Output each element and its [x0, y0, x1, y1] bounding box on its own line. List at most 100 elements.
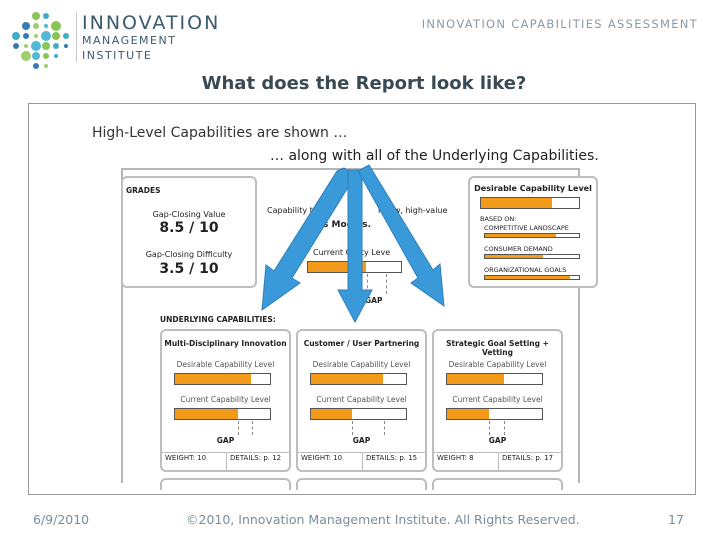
gap-line-right	[386, 274, 387, 294]
card-current-bar	[446, 408, 543, 420]
card-footer-divider	[362, 453, 363, 470]
subtitle-right: … along with all of the Underlying Capab…	[270, 148, 599, 164]
card-desirable-label: Desirable Capability Level	[448, 360, 547, 369]
footer-page: 17	[668, 512, 684, 527]
gap-value-label: Gap-Closing Value	[152, 210, 226, 219]
based-on-item-fill	[485, 255, 544, 258]
card-gap-label: GAP	[488, 436, 507, 445]
capability-card-partial	[432, 478, 563, 490]
footer-copyright: ©2010, Innovation Management Institute. …	[186, 512, 580, 527]
gap-value: 8.5 / 10	[159, 220, 219, 236]
logo-dot	[21, 51, 31, 61]
logo-dot	[13, 43, 19, 49]
logo-dot	[51, 21, 61, 31]
card-details: DETAILS: p. 12	[230, 454, 282, 462]
card-gap-label: GAP	[352, 436, 371, 445]
card-gap-line	[488, 421, 490, 435]
card-title: Multi-Disciplinary Innovation	[164, 339, 287, 348]
based-on-item-fill	[485, 276, 570, 279]
content-frame	[28, 103, 696, 495]
card-title: Customer / User Partnering	[303, 339, 420, 348]
card-desirable-fill	[175, 374, 251, 384]
card-weight: WEIGHT: 10	[165, 454, 207, 462]
arrow-down-right	[357, 164, 445, 308]
card-gap-line	[238, 421, 240, 435]
card-gap-line	[251, 421, 253, 435]
card-weight: WEIGHT: 8	[437, 454, 474, 462]
card-details: DETAILS: p. 15	[366, 454, 418, 462]
card-details: DETAILS: p. 17	[502, 454, 554, 462]
footer-date: 6/9/2010	[33, 512, 90, 527]
logo-line3: INSTITUTE	[82, 49, 153, 62]
card-current-bar	[174, 408, 271, 420]
card-desirable-fill	[311, 374, 384, 384]
logo-line1: INNOVATION	[82, 12, 221, 34]
card-current-label: Current Capability Level	[316, 395, 407, 404]
capability-card: Strategic Goal Setting + Vetting Desirabl…	[432, 329, 563, 472]
based-on-item-fill	[485, 234, 556, 237]
capability-text-right: r new, high-value	[378, 206, 448, 215]
logo-dot	[54, 54, 58, 58]
card-gap-line	[351, 421, 353, 435]
card-footer-divider	[226, 453, 227, 470]
card-current-bar	[310, 408, 407, 420]
arrow-down-left	[261, 167, 356, 312]
card-current-label: Current Capability Level	[452, 395, 543, 404]
logo-dot	[63, 33, 69, 39]
logo-dot	[34, 34, 38, 38]
desirable-fill	[481, 198, 552, 208]
logo-dot	[32, 12, 40, 20]
desirable-bar	[480, 197, 580, 209]
based-on-item-label: CONSUMER DEMAND	[484, 245, 553, 253]
card-current-fill	[447, 409, 489, 419]
based-on-item-label: ORGANIZATIONAL GOALS	[484, 266, 567, 274]
card-gap-label: GAP	[216, 436, 235, 445]
gap-difficulty: 3.5 / 10	[159, 261, 219, 277]
card-desirable-label: Desirable Capability Level	[176, 360, 275, 369]
logo-dot	[42, 42, 50, 50]
based-on-item-label: COMPETITIVE LANDSCAPE	[484, 224, 569, 232]
card-current-label: Current Capability Level	[180, 395, 271, 404]
page-title: What does the Report look like?	[201, 73, 527, 94]
card-desirable-label: Desirable Capability Level	[312, 360, 411, 369]
logo-dot	[23, 33, 29, 39]
logo-dot	[52, 32, 60, 40]
logo-dot	[43, 53, 49, 59]
based-on-label: BASED ON:	[480, 215, 517, 223]
gap-label-top: GAP	[365, 296, 383, 305]
based-on-item-bar	[484, 254, 580, 259]
models-text: B s Models.	[313, 220, 372, 230]
section-title: INNOVATION CAPABILITIES ASSESSMENT	[421, 17, 698, 31]
card-gap-line	[504, 421, 506, 435]
card-gap-line	[383, 421, 385, 435]
logo-dot	[24, 44, 28, 48]
card-current-fill	[175, 409, 238, 419]
capability-card: Multi-Disciplinary Innovation Desirable C…	[160, 329, 291, 472]
capability-text-left: Capability to de	[267, 206, 331, 215]
gap-difficulty-label: Gap-Closing Difficulty	[145, 250, 233, 259]
logo-dot	[43, 13, 49, 19]
logo-dot	[31, 41, 41, 51]
card-desirable-bar	[446, 373, 543, 385]
logo-dot	[12, 32, 20, 40]
based-on-item-bar	[484, 233, 580, 238]
grades-box: GRADES Gap-Closing Value 8.5 / 10 Gap-Cl…	[121, 176, 257, 288]
logo-dot	[33, 63, 39, 69]
grades-label: GRADES	[126, 186, 161, 195]
capability-card: Customer / User Partnering Desirable Capa…	[296, 329, 427, 472]
logo-icon	[12, 12, 69, 69]
card-footer-divider	[498, 453, 499, 470]
logo-dot	[32, 52, 40, 60]
subtitle-left: High-Level Capabilities are shown …	[92, 125, 348, 141]
logo-dot	[41, 31, 51, 41]
card-title: Strategic Goal Setting + Vetting	[446, 339, 549, 357]
capability-card-partial	[296, 478, 427, 490]
card-current-fill	[311, 409, 352, 419]
desirable-box: Desirable Capability Level BASED ON: COM…	[468, 176, 598, 288]
logo-dot	[64, 44, 68, 48]
capability-card-partial	[160, 478, 291, 490]
logo-dot	[33, 23, 39, 29]
card-footer	[298, 452, 425, 470]
arrow-down-center	[337, 169, 373, 324]
